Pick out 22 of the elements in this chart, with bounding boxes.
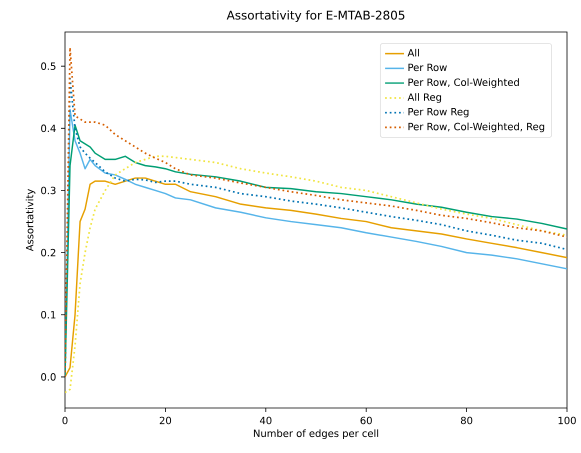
x-tick-label: 20 [160, 416, 172, 424]
line-series [65, 177, 568, 378]
legend-label: Per Row Reg [408, 108, 468, 118]
y-tick-label: 0.3 [41, 186, 56, 194]
y-tick-label: 0.2 [41, 248, 56, 256]
x-axis-title: Number of edges per cell [254, 429, 378, 439]
x-tick-label: 100 [558, 416, 576, 424]
x-tick-label: 40 [260, 416, 272, 424]
legend-label: All [408, 48, 419, 56]
legend-label: Per Row, Col-Weighted [408, 78, 519, 88]
legend-label: Per Row [408, 64, 447, 72]
y-tick-label: 0.5 [41, 62, 56, 70]
x-tick-label: 60 [360, 416, 372, 424]
legend-label: Per Row, Col-Weighted, Reg [408, 122, 544, 132]
y-axis-title: Assortativity [26, 189, 36, 252]
x-tick-label: 0 [62, 416, 68, 424]
y-tick-label: 0.1 [41, 311, 56, 319]
x-tick-label: 80 [460, 416, 472, 424]
y-tick-label: 0.0 [41, 373, 56, 381]
chart-title: Assortativity for E-MTAB-2805 [226, 10, 404, 22]
y-tick-label: 0.4 [41, 124, 56, 132]
legend-label: All Reg [408, 93, 442, 103]
